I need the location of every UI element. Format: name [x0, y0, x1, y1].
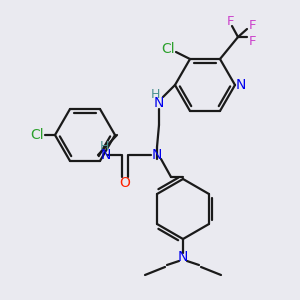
Text: F: F — [226, 14, 234, 28]
Text: N: N — [154, 96, 164, 110]
Text: Cl: Cl — [161, 42, 175, 56]
Text: Cl: Cl — [30, 128, 44, 142]
Text: O: O — [120, 176, 130, 190]
Text: N: N — [236, 78, 246, 92]
Text: N: N — [152, 148, 162, 162]
Text: F: F — [248, 34, 256, 47]
Text: N: N — [178, 250, 188, 264]
Text: N: N — [101, 148, 111, 162]
Text: H: H — [150, 88, 160, 101]
Text: H: H — [99, 140, 109, 154]
Text: F: F — [248, 19, 256, 32]
